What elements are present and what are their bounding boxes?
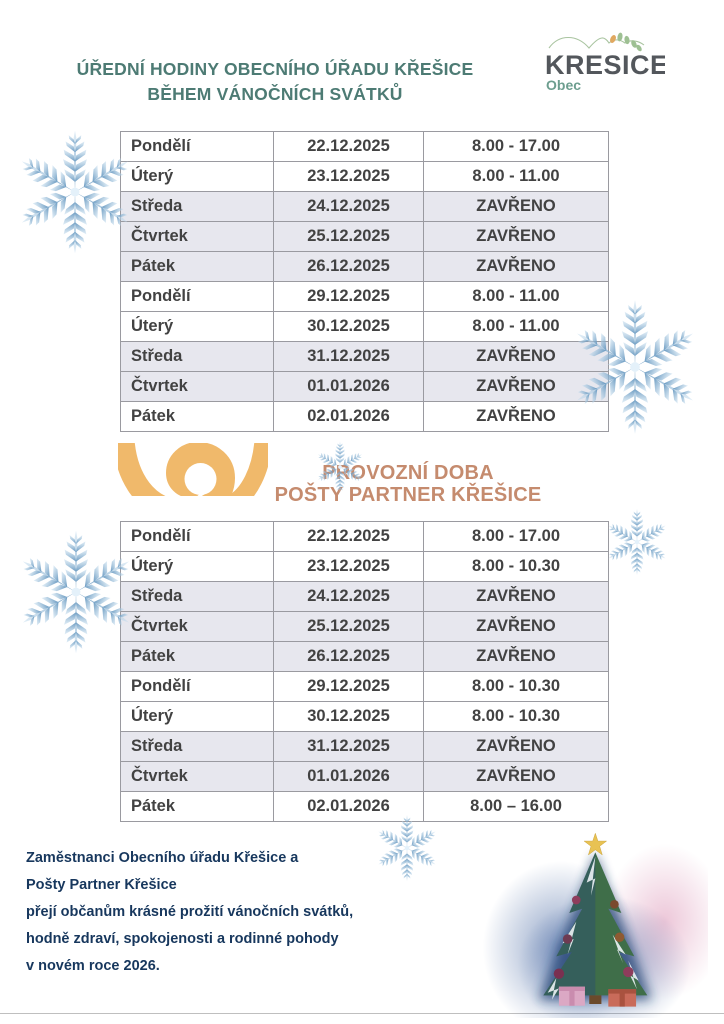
svg-text:Obec: Obec	[546, 77, 581, 93]
svg-text:KRESICE: KRESICE	[545, 50, 665, 80]
